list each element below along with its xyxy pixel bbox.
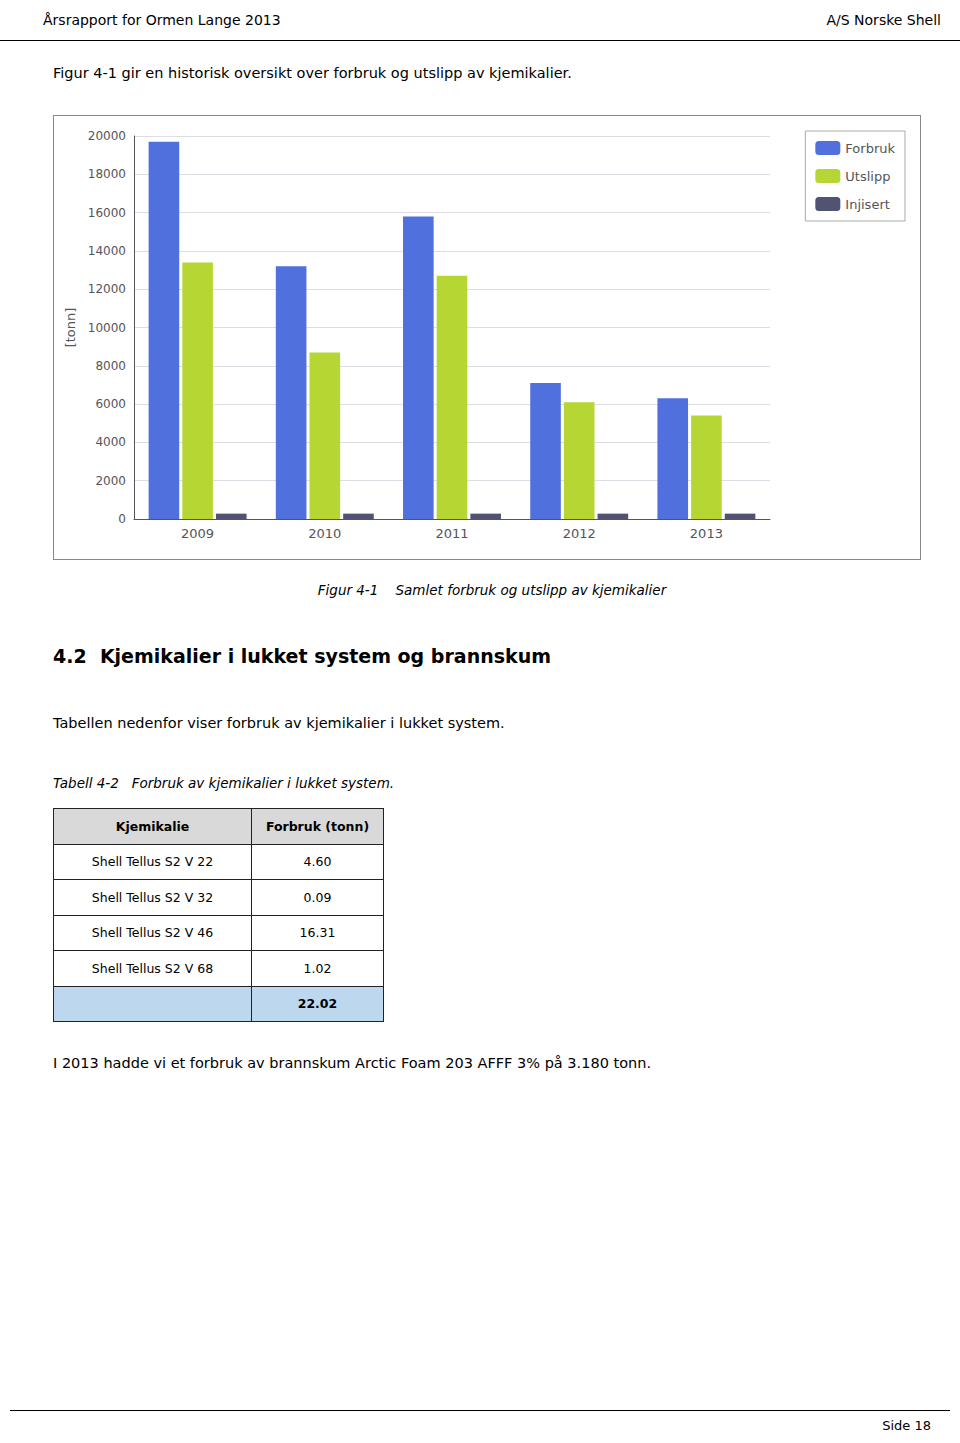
html-text:22.02: 22.02 <box>297 996 338 1012</box>
html-text:Figur 4-1 Samlet forbruk og ut: Figur 4-1 Samlet forbruk og utslipp av k… <box>317 582 667 598</box>
html-text:Årsrapport for Ormen Lange 201: Årsrapport for Ormen Lange 2013 <box>43 12 281 28</box>
html-text:16.31: 16.31 <box>299 925 336 941</box>
html-text:Shell Tellus S2 V 32: Shell Tellus S2 V 32 <box>91 889 214 905</box>
html-text:Shell Tellus S2 V 68: Shell Tellus S2 V 68 <box>91 960 214 976</box>
svg-text:2013: 2013 <box>690 526 723 541</box>
svg-text:0: 0 <box>118 512 126 526</box>
html-text:4.2 Kjemikalier i lukket syste: 4.2 Kjemikalier i lukket system og brann… <box>53 645 551 667</box>
html-text:1.02: 1.02 <box>303 960 332 976</box>
svg-text:14000: 14000 <box>88 244 126 258</box>
svg-text:2011: 2011 <box>435 526 468 541</box>
svg-text:6000: 6000 <box>95 397 126 411</box>
svg-text:20000: 20000 <box>88 129 126 143</box>
html-text:Forbruk (tonn): Forbruk (tonn) <box>265 818 370 834</box>
svg-text:18000: 18000 <box>88 167 126 181</box>
svg-text:Injisert: Injisert <box>845 197 890 212</box>
svg-text:2010: 2010 <box>308 526 341 541</box>
html-text:I 2013 hadde vi et forbruk av: I 2013 hadde vi et forbruk av brannskum … <box>53 1055 651 1071</box>
html-text:Tabellen nedenfor viser forbru: Tabellen nedenfor viser forbruk av kjemi… <box>53 715 505 731</box>
svg-text:8000: 8000 <box>95 359 126 373</box>
svg-text:16000: 16000 <box>88 206 126 220</box>
html-text:Tabell 4-2 Forbruk av kjemikal: Tabell 4-2 Forbruk av kjemikalier i lukk… <box>53 775 395 791</box>
svg-text:12000: 12000 <box>88 282 126 296</box>
html-text:Shell Tellus S2 V 46: Shell Tellus S2 V 46 <box>91 925 214 941</box>
html-text:Figur 4-1 gir en historisk ove: Figur 4-1 gir en historisk oversikt over… <box>53 65 572 81</box>
svg-text:Utslipp: Utslipp <box>845 169 890 184</box>
svg-text:4000: 4000 <box>95 435 126 449</box>
html-text:0.09: 0.09 <box>303 889 332 905</box>
html-text:Kjemikalie: Kjemikalie <box>115 818 190 834</box>
html-text:4.60: 4.60 <box>303 854 332 870</box>
svg-text:2009: 2009 <box>181 526 214 541</box>
svg-text:2012: 2012 <box>563 526 596 541</box>
svg-text:2000: 2000 <box>95 474 126 488</box>
svg-text:[tonn]: [tonn] <box>63 308 78 348</box>
html-text:A/S Norske Shell: A/S Norske Shell <box>826 12 941 28</box>
html-text:Shell Tellus S2 V 22: Shell Tellus S2 V 22 <box>91 854 214 870</box>
html-text:Side 18: Side 18 <box>882 1418 931 1433</box>
svg-text:Forbruk: Forbruk <box>845 141 895 156</box>
svg-text:10000: 10000 <box>88 321 126 335</box>
